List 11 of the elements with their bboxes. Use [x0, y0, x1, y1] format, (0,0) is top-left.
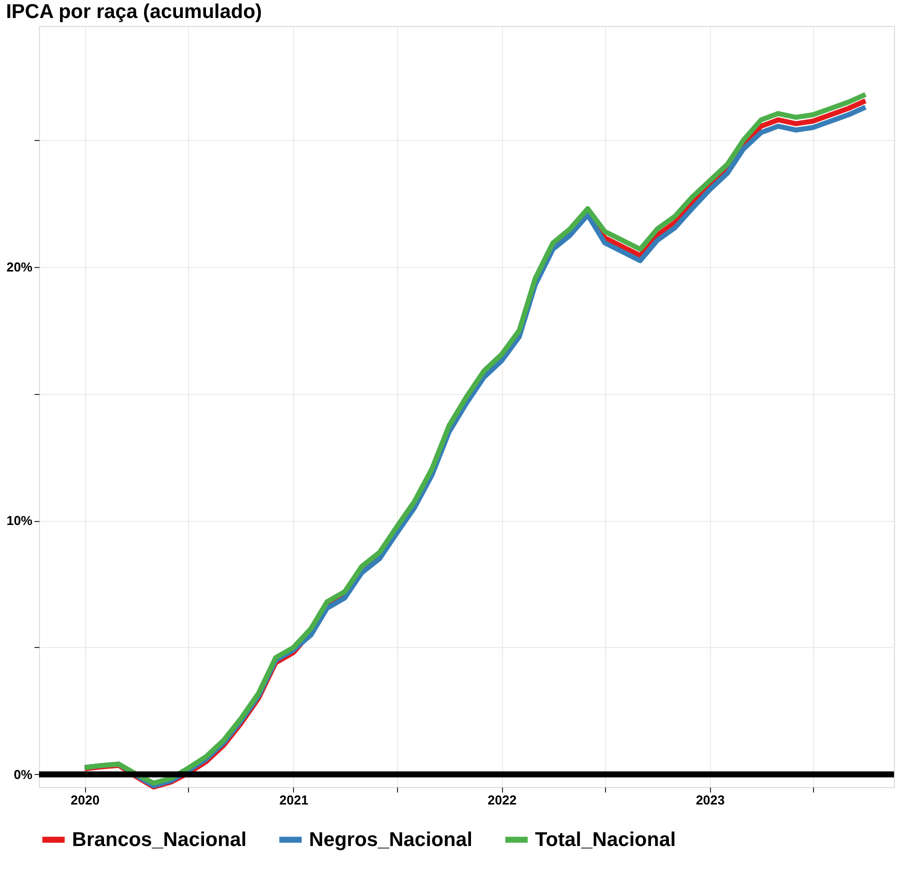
legend-label: Total_Nacional	[535, 828, 676, 851]
x-tick-label: 2022	[488, 792, 517, 808]
y-tick-label: 20%	[6, 259, 33, 274]
x-tick-label: 2020	[70, 792, 100, 808]
y-tick-label: 0%	[14, 766, 33, 782]
chart-title: IPCA por raça (acumulado)	[6, 1, 262, 23]
legend-label: Brancos_Nacional	[72, 828, 247, 851]
x-tick-label: 2021	[279, 792, 308, 808]
x-tick-label: 2023	[696, 792, 725, 808]
legend-label: Negros_Nacional	[309, 828, 472, 851]
y-tick-label: 10%	[6, 513, 33, 528]
